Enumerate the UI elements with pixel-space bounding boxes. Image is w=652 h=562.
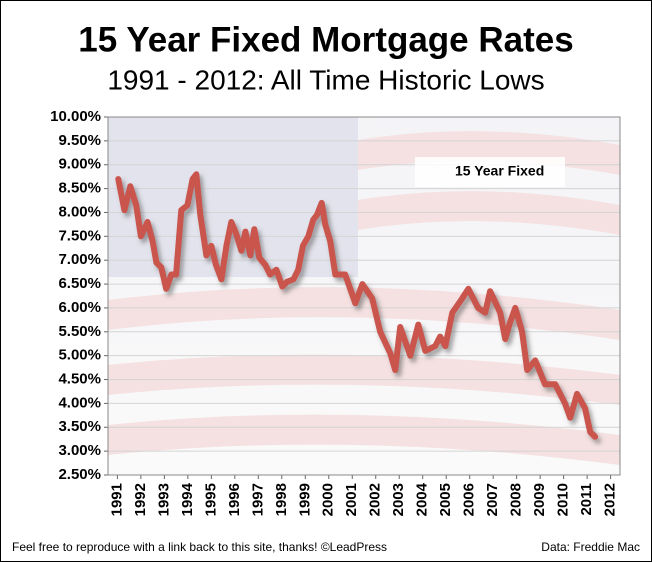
y-tick-label: 2.50% — [58, 466, 101, 483]
x-tick-label: 2000 — [320, 483, 337, 516]
y-tick-label: 5.00% — [58, 347, 101, 364]
y-tick-label: 8.00% — [58, 203, 101, 220]
x-tick-label: 1994 — [179, 482, 196, 516]
x-tick-label: 1993 — [155, 483, 172, 516]
x-tick-label: 2011 — [578, 483, 595, 516]
y-tick-label: 7.50% — [58, 227, 101, 244]
x-tick-label: 2007 — [484, 483, 501, 516]
chart-title: 15 Year Fixed Mortgage Rates — [78, 20, 573, 59]
y-tick-label: 8.50% — [58, 180, 101, 197]
plot: 15 Year Fixed — [115, 157, 599, 440]
x-tick-label: 1997 — [249, 483, 266, 516]
y-tick-label: 6.50% — [58, 275, 101, 292]
x-tick-label: 1998 — [273, 483, 290, 516]
x-tick-label: 2009 — [531, 483, 548, 516]
y-tick-label: 4.00% — [58, 394, 101, 411]
legend: 15 Year Fixed — [415, 157, 565, 187]
x-tick-label: 2010 — [555, 483, 572, 516]
y-tick-label: 3.50% — [58, 418, 101, 435]
footnote: Feel free to reproduce with a link back … — [12, 540, 387, 554]
y-tick-label: 3.00% — [58, 442, 101, 459]
x-tick-label: 1992 — [132, 483, 149, 516]
x-tick-label: 1999 — [296, 483, 313, 516]
x-tick-label: 1995 — [202, 483, 219, 516]
y-tick-label: 7.00% — [58, 251, 101, 268]
y-tick-label: 10.00% — [50, 108, 101, 125]
x-tick-label: 2008 — [508, 483, 525, 516]
y-tick-label: 5.50% — [58, 323, 101, 340]
y-tick-label: 4.50% — [58, 371, 101, 388]
x-tick-label: 2006 — [461, 483, 478, 516]
x-tick-label: 2002 — [367, 483, 384, 516]
x-tick-label: 2001 — [343, 483, 360, 516]
x-tick-label: 2012 — [602, 483, 619, 516]
x-tick-label: 2004 — [414, 482, 431, 516]
legend-label: 15 Year Fixed — [455, 163, 544, 179]
x-tick-label: 1991 — [108, 483, 125, 516]
source-note: Data: Freddie Mac — [541, 540, 640, 554]
y-tick-label: 9.50% — [58, 132, 101, 149]
x-tick-label: 1996 — [226, 483, 243, 516]
chart-subtitle: 1991 - 2012: All Time Historic Lows — [107, 64, 544, 95]
series-line — [115, 171, 599, 440]
y-tick-label: 6.00% — [58, 299, 101, 316]
plot-border — [107, 116, 621, 476]
x-tick-label: 2003 — [390, 483, 407, 516]
y-tick-label: 9.00% — [58, 156, 101, 173]
x-tick-label: 2005 — [437, 483, 454, 516]
